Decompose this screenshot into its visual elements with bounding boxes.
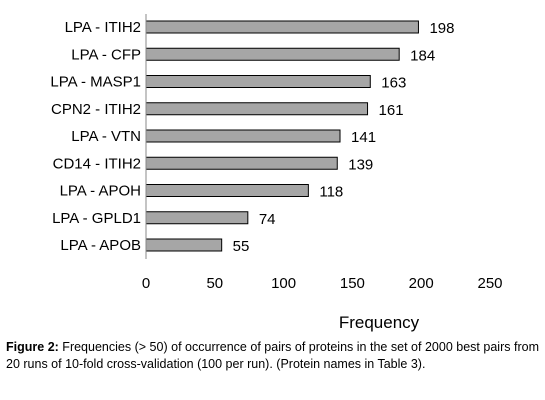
value-label: 163: [381, 75, 406, 92]
bar: [145, 238, 223, 252]
x-tick-label: 150: [340, 275, 365, 292]
value-label: 141: [351, 129, 376, 146]
category-labels: LPA - ITIH2 LPA - CFP LPA - MASP1 CPN2 - IT…: [50, 19, 141, 254]
category-label: LPA - APOB: [60, 237, 141, 254]
value-label: 74: [259, 211, 276, 228]
figure-caption: Figure 2: Frequencies (> 50) of occurren…: [6, 339, 539, 373]
chart-area: LPA - ITIH2 LPA - CFP LPA - MASP1 CPN2 - IT…: [50, 14, 503, 332]
category-label: LPA - MASP1: [50, 74, 141, 91]
bar-chart: LPA - ITIH2 LPA - CFP LPA - MASP1 CPN2 - IT…: [50, 14, 503, 332]
bar: [145, 184, 309, 197]
category-label: LPA - GPLD1: [52, 210, 141, 227]
category-label: CD14 - ITIH2: [53, 155, 141, 172]
category-label: LPA - APOH: [60, 183, 141, 200]
x-axis-title: Frequency: [339, 313, 420, 332]
bar: [145, 129, 341, 143]
bars-layer: [145, 20, 419, 252]
value-label: 184: [410, 47, 435, 64]
bar: [145, 211, 249, 225]
x-tick-label: 250: [477, 275, 502, 292]
value-label: 139: [348, 156, 373, 173]
caption-text: Frequencies (> 50) of occurrence of pair…: [6, 340, 539, 371]
x-tick-label: 100: [271, 275, 296, 292]
category-label: LPA - VTN: [71, 128, 141, 145]
x-tick-label: 200: [409, 275, 434, 292]
x-tick-label: 0: [142, 275, 150, 292]
bar: [145, 102, 369, 116]
value-label: 118: [319, 184, 343, 201]
category-label: LPA - CFP: [71, 46, 141, 63]
figure-number: Figure 2:: [6, 340, 59, 354]
category-label: LPA - ITIH2: [65, 19, 141, 36]
value-label: 161: [379, 102, 404, 119]
value-label: 55: [233, 238, 250, 255]
x-tick-labels: 0 50 100 150 200 250: [142, 275, 503, 292]
category-label: CPN2 - ITIH2: [51, 101, 141, 118]
bar: [145, 47, 400, 61]
bar: [145, 20, 419, 34]
x-tick-label: 50: [206, 275, 223, 292]
bar: [145, 156, 338, 170]
bar: [145, 75, 371, 88]
value-label: 198: [429, 20, 454, 37]
